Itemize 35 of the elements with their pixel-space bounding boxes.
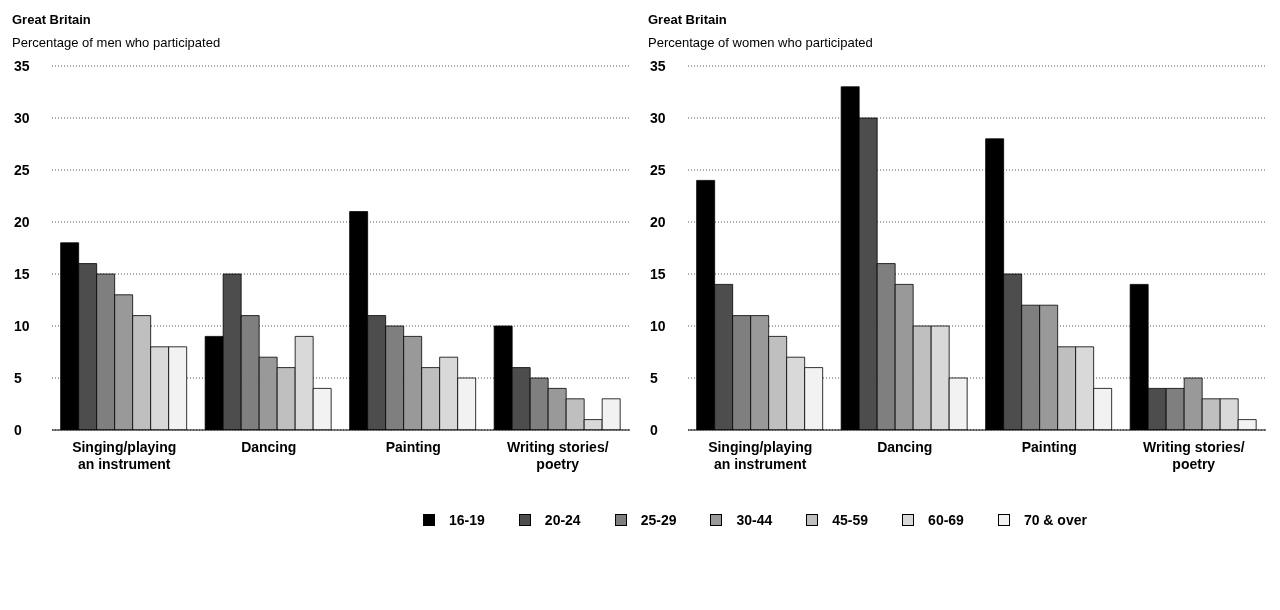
x-tick-label: Painting [385, 439, 441, 455]
legend-label: 45-59 [832, 512, 869, 528]
y-tick-label: 0 [14, 421, 22, 438]
y-tick-label: 10 [14, 317, 30, 334]
x-tick-label: Dancing [241, 439, 297, 455]
x-tick-label: Singing/playing an instrument [72, 439, 177, 472]
y-tick-label: 5 [14, 369, 22, 386]
y-tick-label: 0 [650, 421, 658, 438]
legend-label: 70 & over [1023, 512, 1087, 528]
chart-title: Great Britain [648, 12, 728, 27]
chart-title: Great Britain [12, 12, 92, 27]
y-tick-label: 35 [650, 57, 666, 74]
y-tick-label: 20 [14, 213, 30, 230]
y-tick-label: 25 [14, 161, 30, 178]
legend-label: 16-19 [449, 512, 485, 528]
x-tick-label: Writing stories/ poetry [1142, 439, 1245, 472]
y-tick-label: 15 [14, 265, 30, 282]
y-tick-label: 35 [14, 57, 30, 74]
y-tick-label: 25 [650, 161, 666, 178]
chart-subtitle: Percentage of women who participated [648, 35, 874, 50]
y-tick-label: 15 [650, 265, 666, 282]
y-tick-label: 10 [650, 317, 666, 334]
chart-subtitle: Percentage of men who participated [12, 35, 222, 50]
x-tick-label: Painting [1021, 439, 1077, 455]
y-tick-label: 20 [650, 213, 666, 230]
y-tick-label: 30 [14, 109, 30, 126]
y-tick-label: 30 [650, 109, 666, 126]
legend-label: 60-69 [928, 512, 964, 528]
x-tick-label: Singing/playing an instrument [708, 439, 813, 472]
x-tick-label: Dancing [877, 439, 933, 455]
legend-label: 25-29 [640, 512, 677, 528]
y-tick-label: 5 [650, 369, 658, 386]
legend-label: 30-44 [736, 512, 773, 528]
legend-label: 20-24 [544, 512, 581, 528]
x-tick-label: Writing stories/ poetry [506, 439, 609, 472]
